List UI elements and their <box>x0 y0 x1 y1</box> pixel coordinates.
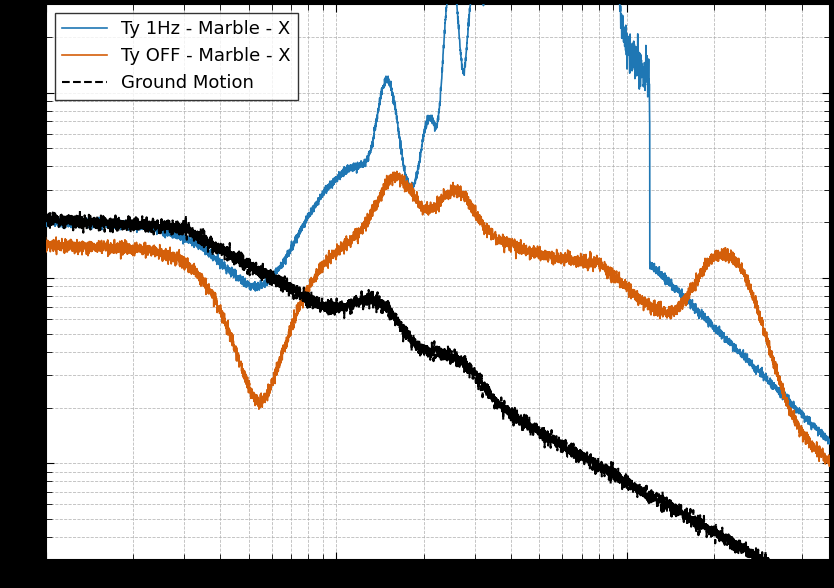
Line: Ground Motion: Ground Motion <box>46 210 830 588</box>
Ty OFF - Marble - X <box>392 168 402 175</box>
Ty OFF - Marble - X <box>80 242 90 249</box>
Ty OFF - Marble - X <box>825 462 834 469</box>
Ty OFF - Marble - X <box>825 463 834 470</box>
Ty OFF - Marble - X <box>664 306 674 313</box>
Ty OFF - Marble - X <box>324 253 334 260</box>
Ground Motion <box>505 406 515 413</box>
Legend: Ty 1Hz - Marble - X, Ty OFF - Marble - X, Ground Motion: Ty 1Hz - Marble - X, Ty OFF - Marble - X… <box>54 13 299 100</box>
Ty 1Hz - Marble - X <box>622 57 632 64</box>
Ty 1Hz - Marble - X <box>41 223 51 230</box>
Ty 1Hz - Marble - X <box>825 440 834 447</box>
Ground Motion <box>622 473 632 480</box>
Ty OFF - Marble - X <box>41 234 51 241</box>
Ty 1Hz - Marble - X <box>823 440 833 447</box>
Ty 1Hz - Marble - X <box>324 184 334 191</box>
Ty 1Hz - Marble - X <box>664 279 674 286</box>
Ground Motion <box>75 206 85 213</box>
Ground Motion <box>41 208 51 215</box>
Ty OFF - Marble - X <box>622 285 632 292</box>
Line: Ty 1Hz - Marble - X: Ty 1Hz - Marble - X <box>46 0 830 444</box>
Ground Motion <box>324 307 334 314</box>
Ground Motion <box>80 220 90 228</box>
Ty OFF - Marble - X <box>505 245 515 252</box>
Ty 1Hz - Marble - X <box>80 219 90 226</box>
Ty OFF - Marble - X <box>539 256 549 263</box>
Ground Motion <box>664 495 674 502</box>
Ground Motion <box>539 423 549 430</box>
Line: Ty OFF - Marble - X: Ty OFF - Marble - X <box>46 171 830 466</box>
